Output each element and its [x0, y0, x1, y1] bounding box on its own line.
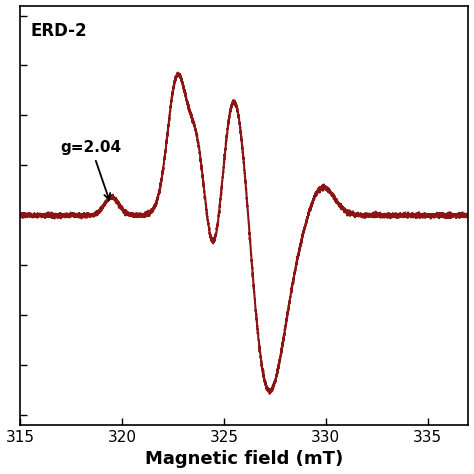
X-axis label: Magnetic field (mT): Magnetic field (mT) — [145, 450, 343, 468]
Text: g=2.04: g=2.04 — [61, 140, 122, 200]
Text: ERD-2: ERD-2 — [30, 21, 87, 39]
